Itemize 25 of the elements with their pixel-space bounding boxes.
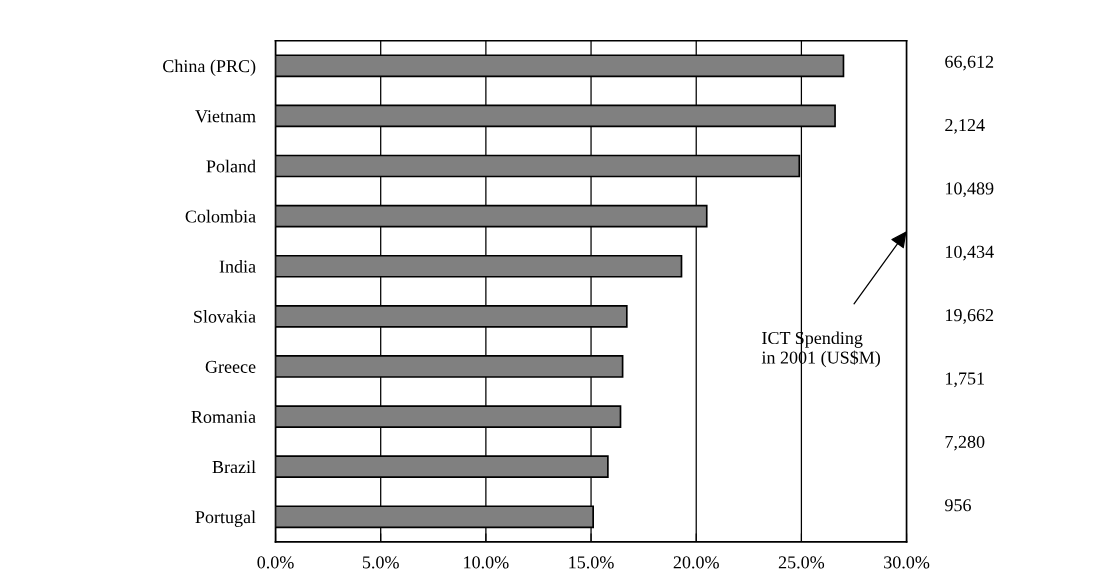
text: 956 <box>945 499 971 512</box>
y-tick-label: India <box>219 259 256 273</box>
x-tick-label: 10.0% <box>464 556 509 569</box>
y-tick-label: Poland <box>206 159 256 173</box>
x-tick-label: 0.0% <box>257 556 294 569</box>
x-tick-label: 20.0% <box>673 556 719 569</box>
text: 2,124 <box>945 119 985 134</box>
text: 10,489 <box>946 182 994 198</box>
x-tick-label: 15.0% <box>569 556 614 569</box>
x-tick-label: 30.0% <box>884 556 930 569</box>
x-tick-label: 25.0% <box>778 556 825 569</box>
y-tick-label: Slovakia <box>194 310 256 323</box>
text: 19,662 <box>946 309 994 324</box>
y-tick-label: Portugal <box>195 510 256 527</box>
text: 1,751 <box>946 372 984 388</box>
y-tick-label: Romania <box>191 410 256 424</box>
text: 10,434 <box>946 245 994 261</box>
y-tick-label: Greece <box>205 360 256 373</box>
text: 7,280 <box>945 435 985 451</box>
text: 66,612 <box>945 55 994 71</box>
y-tick-label: China (PRC) <box>163 59 256 76</box>
y-tick-label: Brazil <box>212 460 256 474</box>
x-tick-label: 5.0% <box>362 556 399 569</box>
y-tick-label: Vietnam <box>195 110 256 123</box>
y-tick-label: Colombia <box>185 209 256 223</box>
